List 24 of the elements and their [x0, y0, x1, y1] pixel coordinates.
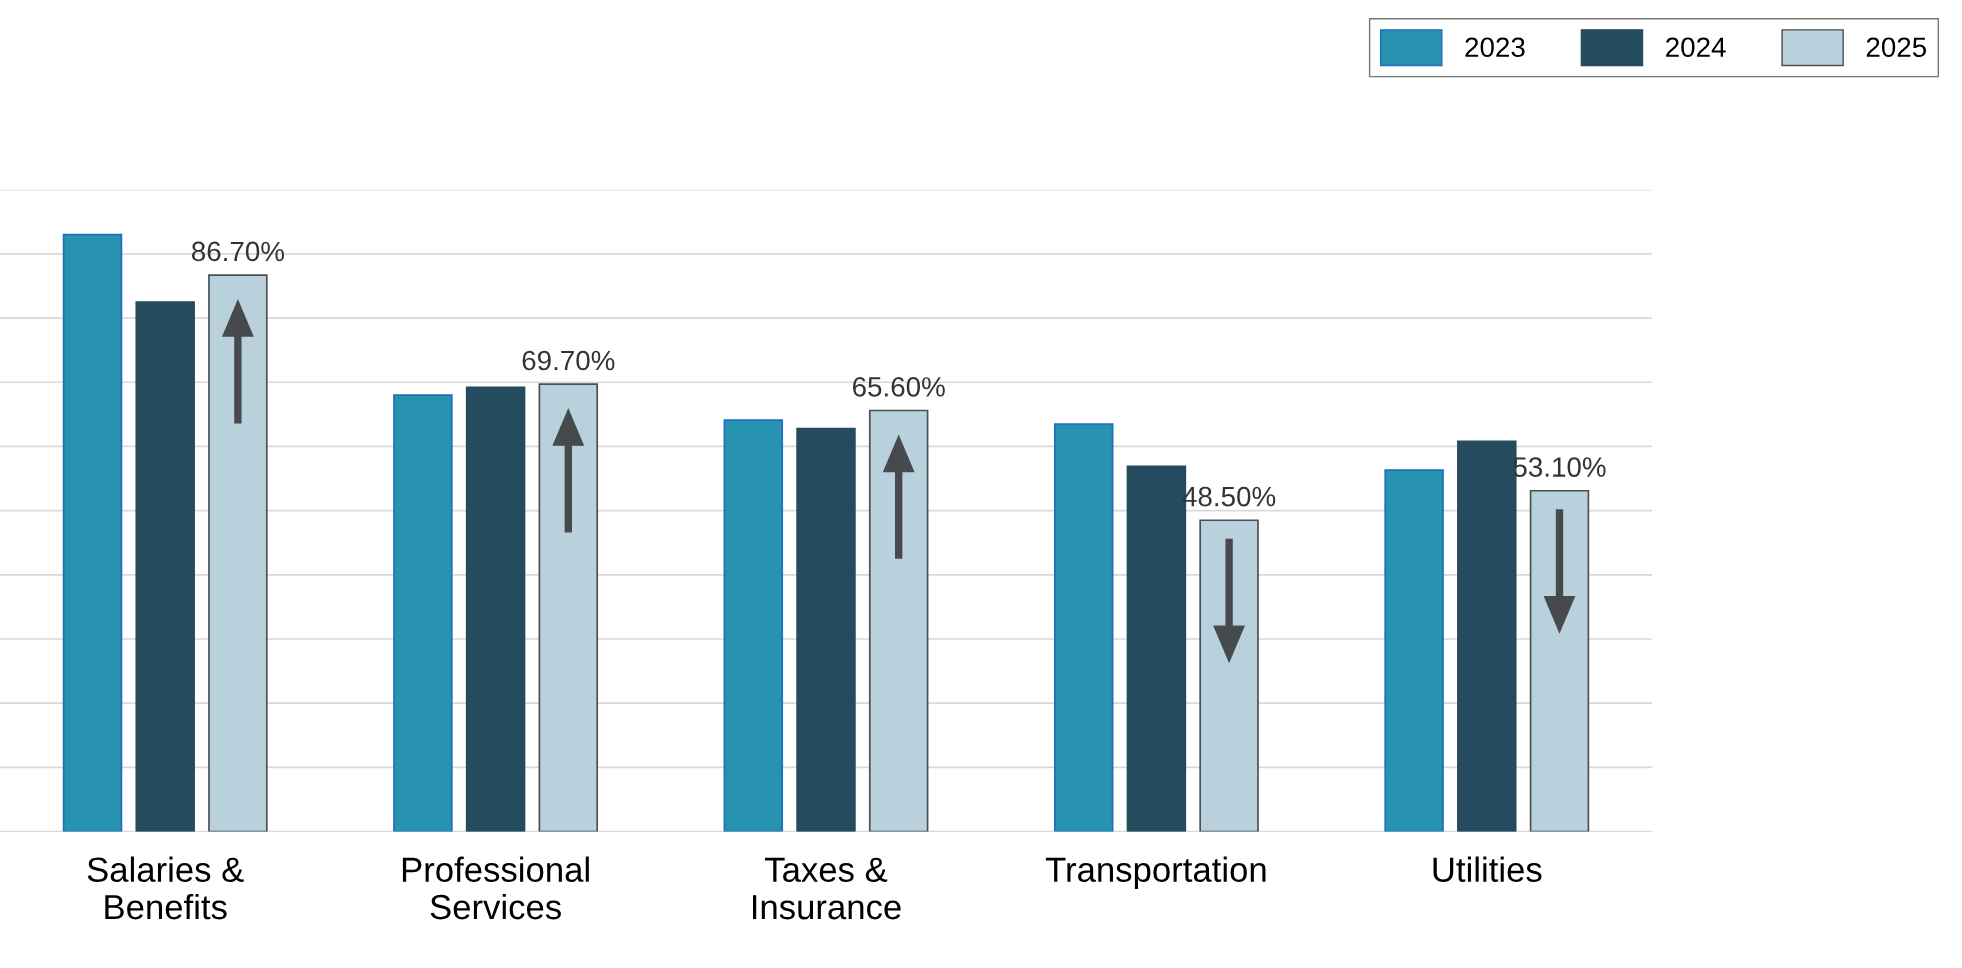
x-tick-label: Transportation [1045, 856, 1266, 889]
bar [1529, 489, 1590, 832]
bar [796, 427, 856, 832]
x-tick-label: Utilities [1433, 856, 1542, 883]
legend-label: 2023 [1465, 37, 1525, 58]
bar [135, 301, 195, 832]
bar [62, 233, 123, 832]
x-tick-label: Taxes & Insurance [752, 857, 901, 920]
bar [465, 386, 526, 832]
x-tick-label: Professional Services [402, 856, 589, 920]
bar [1384, 469, 1444, 832]
legend-label: 2025 [1866, 37, 1927, 58]
legend-label: 2024 [1666, 37, 1726, 58]
bar [1053, 423, 1114, 832]
bar [868, 409, 929, 832]
bar [393, 394, 453, 832]
bar [538, 383, 599, 832]
data-label: 65.60% [853, 377, 945, 397]
data-label: 86.70% [191, 241, 285, 262]
x-tick-label: Salaries & Benefits [87, 856, 244, 920]
bar [723, 419, 784, 832]
bar [208, 274, 268, 832]
data-label: 69.70% [522, 350, 615, 371]
bar [1199, 519, 1259, 832]
